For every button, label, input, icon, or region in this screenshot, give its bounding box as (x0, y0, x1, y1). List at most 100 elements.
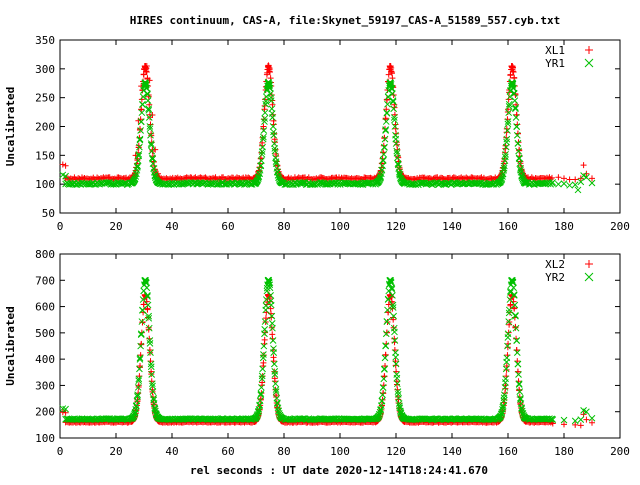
legend-label: YR1 (545, 57, 565, 70)
data-point (133, 397, 141, 405)
y-tick-label: 200 (35, 406, 55, 419)
data-point (137, 118, 145, 125)
x-tick-label: 20 (109, 445, 122, 458)
data-point (144, 293, 151, 300)
data-point (583, 173, 590, 181)
data-point (505, 100, 513, 108)
data-point (269, 324, 276, 332)
data-point (260, 127, 268, 134)
data-point (387, 84, 395, 92)
data-point (382, 118, 390, 125)
data-point (389, 304, 397, 311)
data-point (263, 71, 270, 78)
data-point (382, 127, 389, 134)
data-point (385, 71, 392, 78)
data-point (258, 384, 265, 391)
data-point (272, 388, 280, 395)
data-point (577, 422, 584, 429)
data-point (131, 175, 139, 182)
series-YR2 (59, 276, 596, 425)
data-point (389, 301, 397, 309)
data-point (146, 101, 153, 108)
y-tick-label: 150 (35, 149, 55, 162)
data-point (62, 162, 69, 169)
data-point (275, 407, 282, 415)
data-point (504, 127, 511, 134)
data-point (140, 301, 147, 308)
data-point (387, 279, 395, 287)
data-point (145, 312, 153, 320)
data-point (138, 109, 146, 117)
data-point (390, 324, 398, 332)
data-point (136, 143, 143, 151)
data-point (136, 365, 143, 373)
data-point (254, 410, 262, 418)
data-point (580, 162, 587, 169)
data-point (145, 105, 153, 113)
data-point (380, 150, 388, 158)
data-point (392, 131, 399, 139)
data-point (143, 69, 150, 76)
data-point (509, 68, 516, 75)
data-point (504, 330, 512, 338)
data-point (509, 279, 517, 287)
data-point (151, 172, 159, 179)
data-point (260, 342, 268, 350)
data-point (515, 154, 523, 162)
data-point (384, 306, 391, 314)
data-point (391, 337, 399, 344)
data-point (382, 330, 390, 338)
data-point (376, 176, 383, 184)
data-point (500, 164, 508, 172)
legend-label: YR2 (545, 271, 565, 284)
data-point (78, 174, 85, 181)
data-point (144, 97, 152, 105)
data-point (324, 181, 332, 188)
y-axis-title: Uncalibrated (4, 306, 17, 385)
data-point (135, 150, 143, 158)
data-point (518, 172, 525, 179)
data-point (272, 154, 279, 162)
data-point (390, 105, 398, 113)
data-point (577, 178, 585, 186)
data-point (514, 140, 522, 147)
data-point (392, 360, 400, 368)
data-point (512, 114, 520, 121)
data-point (147, 141, 155, 149)
x-tick-label: 60 (221, 445, 234, 458)
y-tick-label: 300 (35, 379, 55, 392)
data-point (265, 84, 273, 92)
data-point (444, 179, 451, 187)
data-point (148, 380, 156, 388)
data-point (512, 105, 519, 113)
data-point (257, 390, 265, 397)
data-point (501, 384, 509, 391)
data-point (233, 174, 240, 181)
data-point (504, 342, 511, 350)
data-point (504, 120, 512, 128)
x-tick-label: 180 (554, 445, 574, 458)
data-point (566, 176, 573, 183)
data-point (146, 123, 154, 130)
data-point (365, 179, 373, 187)
data-point (394, 388, 402, 395)
data-point (139, 306, 146, 314)
data-point (393, 371, 401, 378)
data-point (269, 101, 276, 108)
data-point (221, 180, 228, 188)
y-tick-label: 400 (35, 353, 55, 366)
data-point (515, 147, 522, 155)
data-point (146, 340, 154, 347)
data-point (140, 71, 147, 78)
x-tick-label: 80 (277, 220, 290, 233)
legend-label: XL1 (545, 44, 565, 57)
data-point (62, 405, 69, 413)
data-point (148, 154, 156, 162)
data-point (506, 93, 514, 101)
data-point (503, 135, 511, 143)
y-tick-label: 100 (35, 432, 55, 445)
chart-title: HIRES continuum, CAS-A, file:Skynet_5919… (130, 14, 560, 27)
data-point (147, 360, 155, 368)
data-point (147, 131, 154, 139)
